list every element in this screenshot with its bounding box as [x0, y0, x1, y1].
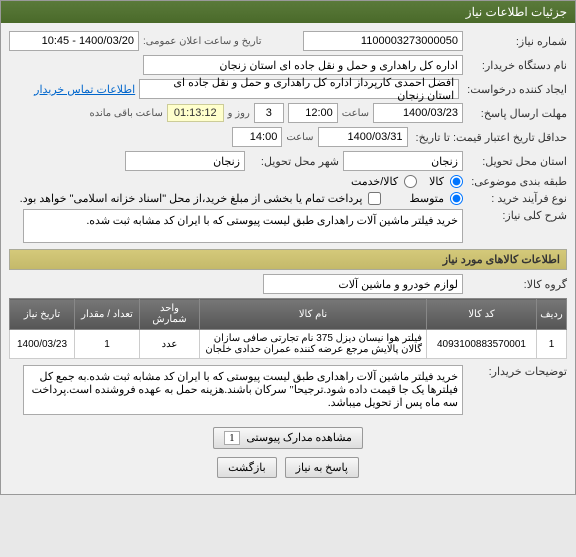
medium-radio-text: متوسط	[409, 192, 444, 205]
countdown-timer: 01:13:12	[167, 104, 224, 122]
buyer-desc-textarea	[23, 365, 463, 415]
reply-button[interactable]: پاسخ به نیاز	[285, 457, 359, 478]
th-date: تاریخ نیاز	[10, 299, 75, 330]
delivery-city-field: زنجان	[125, 151, 245, 171]
th-name: نام کالا	[200, 299, 427, 330]
medium-radio[interactable]	[450, 192, 463, 205]
delivery-province-label: استان محل تحویل:	[467, 155, 567, 168]
table-row[interactable]: 1 4093100883570001 فیلتر هوا نیسان دیزل …	[10, 330, 567, 359]
goods-radio-label[interactable]: کالا	[429, 175, 463, 188]
purchase-type-label: نوع فرآیند خرید :	[467, 192, 567, 205]
remaining-label: ساعت باقی مانده	[89, 108, 162, 119]
window-title: جزئیات اطلاعات نیاز	[466, 5, 567, 19]
items-section-header: اطلاعات کالاهای مورد نیاز	[9, 249, 567, 270]
table-header-row: ردیف کد کالا نام کالا واحد شمارش تعداد /…	[10, 299, 567, 330]
creator-label: ایجاد کننده درخواست:	[463, 83, 567, 96]
days-field: 3	[254, 103, 284, 123]
need-desc-textarea	[23, 209, 463, 243]
medium-radio-label[interactable]: متوسط	[409, 192, 463, 205]
reply-time-field: 12:00	[288, 103, 338, 123]
back-button[interactable]: بازگشت	[217, 457, 277, 478]
td-name: فیلتر هوا نیسان دیزل 375 نام تجارتی صافی…	[200, 330, 427, 359]
payment-checkbox-label[interactable]: پرداخت تمام یا بخشی از مبلغ خرید،از محل …	[20, 192, 382, 205]
buyer-desc-label: توضیحات خریدار:	[467, 365, 567, 378]
price-time-field: 14:00	[232, 127, 282, 147]
reply-date-field: 1400/03/23	[373, 103, 463, 123]
td-date: 1400/03/23	[10, 330, 75, 359]
attach-count: 1	[224, 431, 240, 445]
group-label: گروه کالا:	[467, 278, 567, 291]
need-desc-label: شرح کلی نیاز:	[467, 209, 567, 222]
creator-field: افضل احمدی کارپرداز اداره کل راهداری و ح…	[139, 79, 459, 99]
attach-btn-label: مشاهده مدارک پیوستی	[246, 432, 352, 444]
td-qty: 1	[75, 330, 140, 359]
th-unit: واحد شمارش	[140, 299, 200, 330]
th-qty: تعداد / مقدار	[75, 299, 140, 330]
reply-deadline-label: مهلت ارسال پاسخ:	[467, 107, 567, 120]
th-code: کد کالا	[427, 299, 537, 330]
public-datetime-label: تاریخ و ساعت اعلان عمومی:	[143, 36, 262, 47]
items-table: ردیف کد کالا نام کالا واحد شمارش تعداد /…	[9, 298, 567, 359]
need-number-label: شماره نیاز:	[467, 35, 567, 48]
price-validity-label: حداقل تاریخ اعتبار قیمت: تا تاریخ:	[412, 131, 567, 144]
price-date-field: 1400/03/31	[318, 127, 408, 147]
td-idx: 1	[537, 330, 567, 359]
goods-radio[interactable]	[450, 175, 463, 188]
window-titlebar: جزئیات اطلاعات نیاز	[1, 1, 575, 23]
group-field: لوازم خودرو و ماشین آلات	[263, 274, 463, 294]
buyer-org-label: نام دستگاه خریدار:	[467, 59, 567, 72]
buyer-org-field: اداره کل راهداری و حمل و نقل جاده ای است…	[143, 55, 463, 75]
contact-link[interactable]: اطلاعات تماس خریدار	[34, 83, 135, 96]
delivery-province-field: زنجان	[343, 151, 463, 171]
goods-radio-text: کالا	[429, 175, 444, 188]
td-code: 4093100883570001	[427, 330, 537, 359]
budget-class-label: طبقه بندی موضوعی:	[467, 175, 567, 188]
service-radio[interactable]	[404, 175, 417, 188]
days-label: روز و	[228, 108, 250, 119]
th-idx: ردیف	[537, 299, 567, 330]
td-unit: عدد	[140, 330, 200, 359]
payment-checkbox[interactable]	[368, 192, 381, 205]
public-datetime-field: 1400/03/20 - 10:45	[9, 31, 139, 51]
time-label-1: ساعت	[342, 108, 369, 119]
budget-radio-group: کالا کالا/خدمت	[351, 175, 463, 188]
payment-note-text: پرداخت تمام یا بخشی از مبلغ خرید،از محل …	[20, 192, 363, 205]
delivery-city-label: شهر محل تحویل:	[249, 155, 339, 168]
service-radio-text: کالا/خدمت	[351, 175, 398, 188]
time-label-2: ساعت	[286, 132, 313, 143]
view-attachments-button[interactable]: مشاهده مدارک پیوستی 1	[213, 427, 363, 449]
service-radio-label[interactable]: کالا/خدمت	[351, 175, 417, 188]
need-number-field: 1100003273000050	[303, 31, 463, 51]
